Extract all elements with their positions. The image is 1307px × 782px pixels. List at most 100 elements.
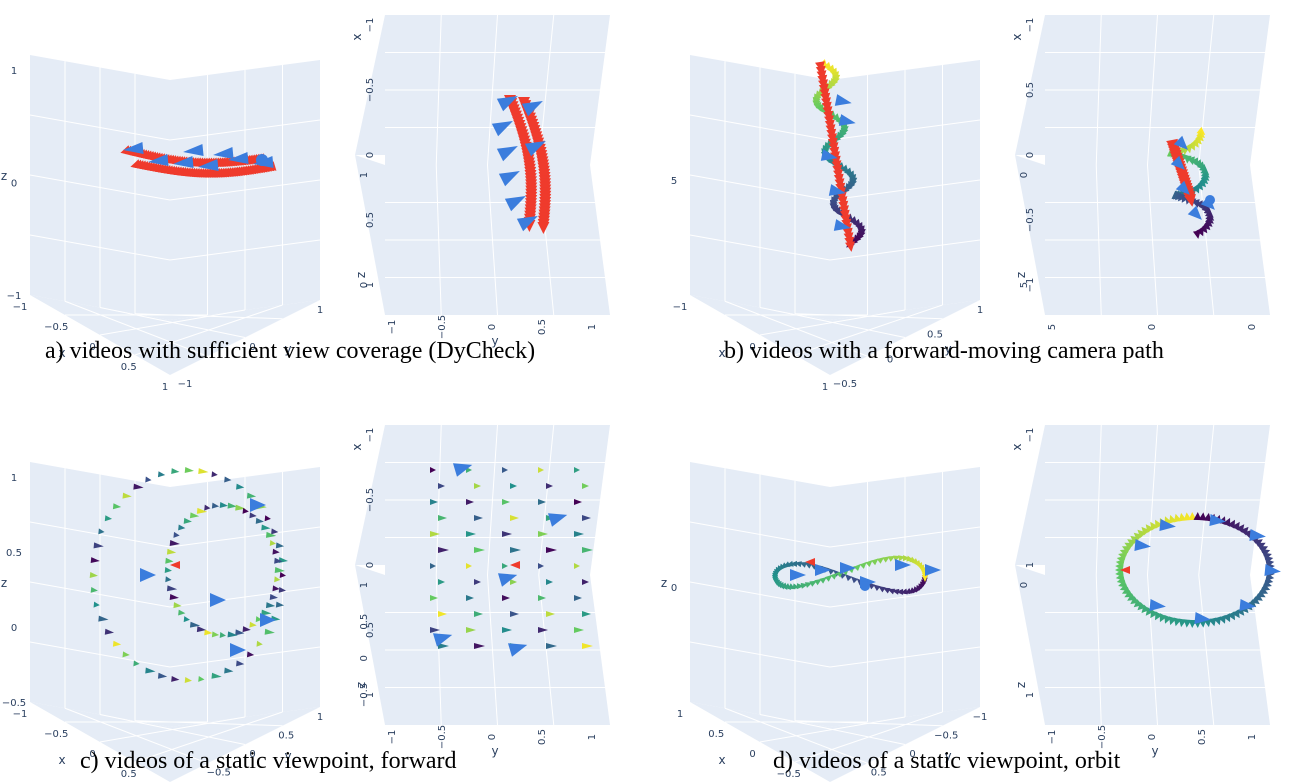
panel-a-view-1: 1 0 −1 z −1 −0.5 0 0.5 1 x 1 0 −1 y bbox=[1, 55, 323, 393]
camera-cone bbox=[538, 595, 546, 601]
camera-cone bbox=[883, 587, 891, 594]
camera-cone bbox=[859, 561, 867, 569]
x-axis-label: x bbox=[58, 753, 65, 767]
grid-line bbox=[29, 234, 171, 261]
camera-cone bbox=[204, 629, 213, 636]
camera-cone bbox=[196, 626, 207, 633]
camera-cone bbox=[1133, 599, 1143, 608]
camera-cone bbox=[1137, 601, 1146, 611]
camera-cone bbox=[818, 79, 828, 90]
x-tick-label: 0 bbox=[749, 749, 755, 760]
camera-cone bbox=[546, 547, 557, 553]
y-axis-label: y bbox=[944, 342, 951, 356]
camera-cone bbox=[816, 70, 827, 81]
camera-cone bbox=[430, 499, 438, 505]
camera-cone bbox=[256, 640, 263, 647]
camera-cone bbox=[274, 567, 285, 573]
camera-marker bbox=[860, 581, 870, 591]
camera-cone bbox=[204, 504, 211, 511]
y-tick-label: 0 bbox=[487, 734, 498, 740]
camera-cone bbox=[1198, 512, 1207, 521]
camera-cone bbox=[895, 559, 911, 571]
z-tick-label: 0 bbox=[1019, 582, 1030, 588]
camera-cone bbox=[224, 667, 234, 674]
y-tick-label: −1 bbox=[178, 379, 193, 390]
camera-cone bbox=[502, 627, 512, 633]
z-tick-label: 0 bbox=[359, 282, 370, 288]
camera-cone bbox=[211, 502, 220, 509]
camera-cone bbox=[844, 236, 855, 248]
z-axis-label: z bbox=[1014, 272, 1028, 278]
camera-cone bbox=[242, 507, 249, 514]
camera-cone bbox=[133, 660, 140, 667]
camera-cone bbox=[246, 651, 255, 658]
camera-cone bbox=[1187, 205, 1202, 220]
y-tick-label: 0 bbox=[249, 749, 255, 760]
scene-wall-top bbox=[1015, 425, 1045, 565]
camera-cone bbox=[1120, 566, 1130, 574]
camera-cone bbox=[878, 586, 886, 593]
camera-cone bbox=[145, 667, 156, 674]
camera-cone bbox=[833, 219, 851, 231]
camera-cone bbox=[832, 164, 843, 176]
y-tick-label: −0.5 bbox=[437, 725, 448, 749]
camera-cone bbox=[183, 517, 192, 524]
camera-cone bbox=[249, 512, 257, 519]
camera-cone bbox=[1192, 230, 1201, 239]
camera-cone bbox=[582, 515, 591, 521]
z-tick-label: 1 bbox=[359, 582, 370, 588]
grid-line bbox=[689, 581, 831, 608]
camera-cone bbox=[546, 579, 553, 585]
camera-cone bbox=[828, 184, 846, 196]
x-tick-label: −1 bbox=[365, 18, 376, 33]
camera-cone bbox=[850, 576, 858, 584]
camera-cone bbox=[838, 200, 849, 212]
camera-cone bbox=[183, 616, 190, 623]
scene-floor bbox=[355, 565, 610, 725]
panel-b-view-1: 5 −1 0 1 x 1 0.5 0 −0.5 y bbox=[671, 55, 983, 393]
camera-cone bbox=[538, 467, 544, 473]
y-axis-label: y bbox=[1151, 744, 1158, 758]
scene-floor bbox=[1015, 565, 1270, 725]
camera-cone bbox=[809, 580, 817, 587]
camera-cone bbox=[265, 531, 277, 538]
camera-cone bbox=[496, 146, 518, 162]
camera-cone bbox=[210, 593, 226, 607]
camera-cone bbox=[269, 540, 276, 546]
y-tick-label: −1 bbox=[973, 712, 988, 723]
camera-trajectory bbox=[772, 555, 941, 595]
z-tick-label: 0 bbox=[11, 179, 17, 190]
camera-cone bbox=[502, 531, 512, 537]
grid-line bbox=[829, 239, 981, 261]
camera-cone bbox=[173, 531, 180, 538]
camera-cone bbox=[780, 582, 788, 591]
camera-cone bbox=[242, 626, 251, 633]
y-tick-label: −0.5 bbox=[934, 731, 958, 742]
camera-cone bbox=[169, 540, 180, 546]
caption-b: b) videos with a forward-moving camera p… bbox=[724, 338, 1164, 364]
camera-cone bbox=[839, 205, 849, 216]
x-tick-label: −1 bbox=[673, 302, 688, 313]
camera-cone bbox=[833, 173, 844, 185]
camera-cone bbox=[1170, 155, 1185, 170]
x-tick-label: 1 bbox=[677, 709, 683, 720]
grid-line bbox=[169, 179, 321, 201]
x-tick-label: 0.5 bbox=[121, 362, 137, 373]
camera-cone bbox=[164, 567, 172, 573]
camera-cone bbox=[818, 83, 829, 95]
grid-line bbox=[689, 641, 831, 668]
camera-trajectory bbox=[491, 95, 552, 234]
camera-cone bbox=[790, 569, 806, 581]
x-tick-label: −0.5 bbox=[44, 729, 68, 740]
camera-cone bbox=[466, 531, 476, 537]
camera-cone bbox=[822, 106, 833, 117]
x-tick-label: −0.5 bbox=[365, 78, 376, 102]
x-tick-label: −0.5 bbox=[44, 322, 68, 333]
camera-cone bbox=[502, 595, 510, 601]
camera-cone bbox=[249, 621, 257, 628]
y-tick-label: −0.5 bbox=[833, 379, 857, 390]
camera-cone bbox=[189, 512, 200, 519]
camera-cone bbox=[819, 88, 830, 99]
y-tick-label: 0 bbox=[1247, 324, 1258, 330]
